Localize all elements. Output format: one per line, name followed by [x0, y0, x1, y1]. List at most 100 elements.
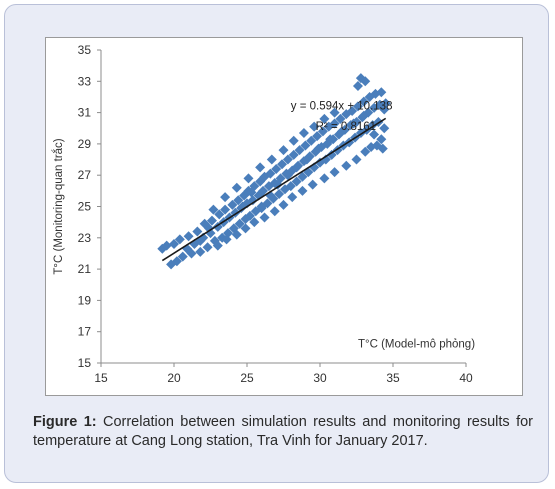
data-point [258, 185, 269, 196]
data-point [282, 170, 293, 181]
data-point [291, 162, 302, 173]
data-point [298, 127, 309, 138]
equation-label: y = 0.594x + 10.138 [291, 100, 393, 112]
x-tick-label: 40 [459, 371, 473, 385]
y-axis-title: T°C (Monitoring-quan trắc) [52, 138, 65, 274]
y-tick-label: 33 [78, 74, 92, 88]
data-point [259, 171, 270, 182]
data-point [379, 123, 390, 134]
data-point [277, 159, 288, 170]
data-point [348, 118, 359, 129]
y-tick-label: 17 [78, 325, 92, 339]
data-point [174, 234, 185, 245]
data-point [325, 134, 336, 145]
data-point [326, 149, 337, 160]
data-point [272, 179, 283, 190]
x-tick-label: 25 [240, 371, 254, 385]
data-point [320, 154, 331, 165]
data-point [169, 239, 179, 250]
data-point [307, 179, 318, 190]
data-point [171, 256, 182, 267]
data-point [212, 240, 223, 251]
data-point [234, 218, 245, 229]
data-point [231, 229, 242, 240]
data-point [306, 135, 317, 146]
data-point [183, 231, 194, 242]
data-point [233, 195, 244, 206]
data-point [249, 217, 260, 228]
data-point [208, 204, 219, 215]
data-point [287, 192, 298, 203]
data-point [294, 145, 305, 156]
data-point [214, 209, 225, 220]
figure-caption: Figure 1: Correlation between simulation… [33, 413, 533, 451]
data-point [255, 176, 266, 187]
data-point [246, 187, 257, 198]
data-point [247, 195, 258, 206]
data-point [274, 188, 285, 199]
caption-text: Correlation between simulation results a… [33, 414, 533, 449]
scatter-chart: 15 17 19 21 23 25 27 29 31 33 35 15 20 25 30 35 40 y = 0.… [52, 43, 475, 385]
data-point [319, 113, 330, 124]
data-point [220, 192, 231, 203]
data-point [266, 154, 277, 165]
data-point [358, 96, 369, 107]
data-point [271, 163, 282, 174]
data-point [285, 181, 296, 192]
data-point [352, 101, 363, 112]
data-point [369, 129, 380, 140]
data-point [376, 134, 387, 145]
data-point [351, 154, 362, 165]
data-point [329, 167, 340, 178]
data-point [195, 246, 206, 257]
data-point [177, 251, 188, 262]
x-axis-title: T°C (Model-mô phỏng) [358, 338, 475, 350]
data-point [358, 110, 369, 121]
data-point [312, 131, 323, 142]
data-point [335, 113, 346, 124]
data-point [206, 215, 217, 226]
caption-lead: Figure 1: [33, 414, 97, 430]
data-point [250, 206, 261, 217]
y-tick-label: 35 [78, 43, 92, 57]
data-point [237, 201, 248, 212]
data-point [336, 126, 347, 137]
data-point [262, 198, 273, 209]
data-point [202, 242, 213, 253]
x-tick-label: 35 [386, 371, 400, 385]
data-point [364, 91, 375, 102]
data-point [379, 104, 390, 115]
data-point [157, 243, 168, 254]
data-point [256, 203, 267, 214]
data-point [329, 118, 340, 129]
data-point [315, 157, 325, 168]
data-point [278, 199, 289, 210]
chart-area: 15 17 19 21 23 25 27 29 31 33 35 15 20 25 30 35 40 y = 0.… [45, 37, 523, 396]
x-tick-label: 20 [167, 371, 181, 385]
data-point [352, 80, 363, 91]
data-point [329, 107, 340, 118]
data-point [301, 154, 312, 165]
data-point [341, 160, 352, 171]
y-tick-label: 29 [78, 137, 92, 151]
data-point [317, 126, 328, 137]
data-point [297, 171, 308, 182]
data-point [313, 143, 324, 154]
data-point [227, 199, 238, 210]
data-point [360, 76, 371, 87]
data-point [192, 226, 203, 237]
y-tick-label: 27 [78, 168, 92, 182]
y-tick-label: 31 [78, 106, 92, 120]
data-point [243, 173, 254, 184]
data-point [291, 176, 302, 187]
data-point [300, 140, 311, 151]
x-tick-label: 15 [94, 371, 108, 385]
y-tick-label: 21 [78, 262, 92, 276]
data-point [278, 145, 289, 156]
data-point [309, 121, 320, 132]
data-point [244, 210, 255, 221]
data-point [255, 162, 266, 173]
trendline [161, 117, 387, 262]
y-tick-label: 15 [78, 356, 92, 370]
data-point [297, 185, 308, 196]
